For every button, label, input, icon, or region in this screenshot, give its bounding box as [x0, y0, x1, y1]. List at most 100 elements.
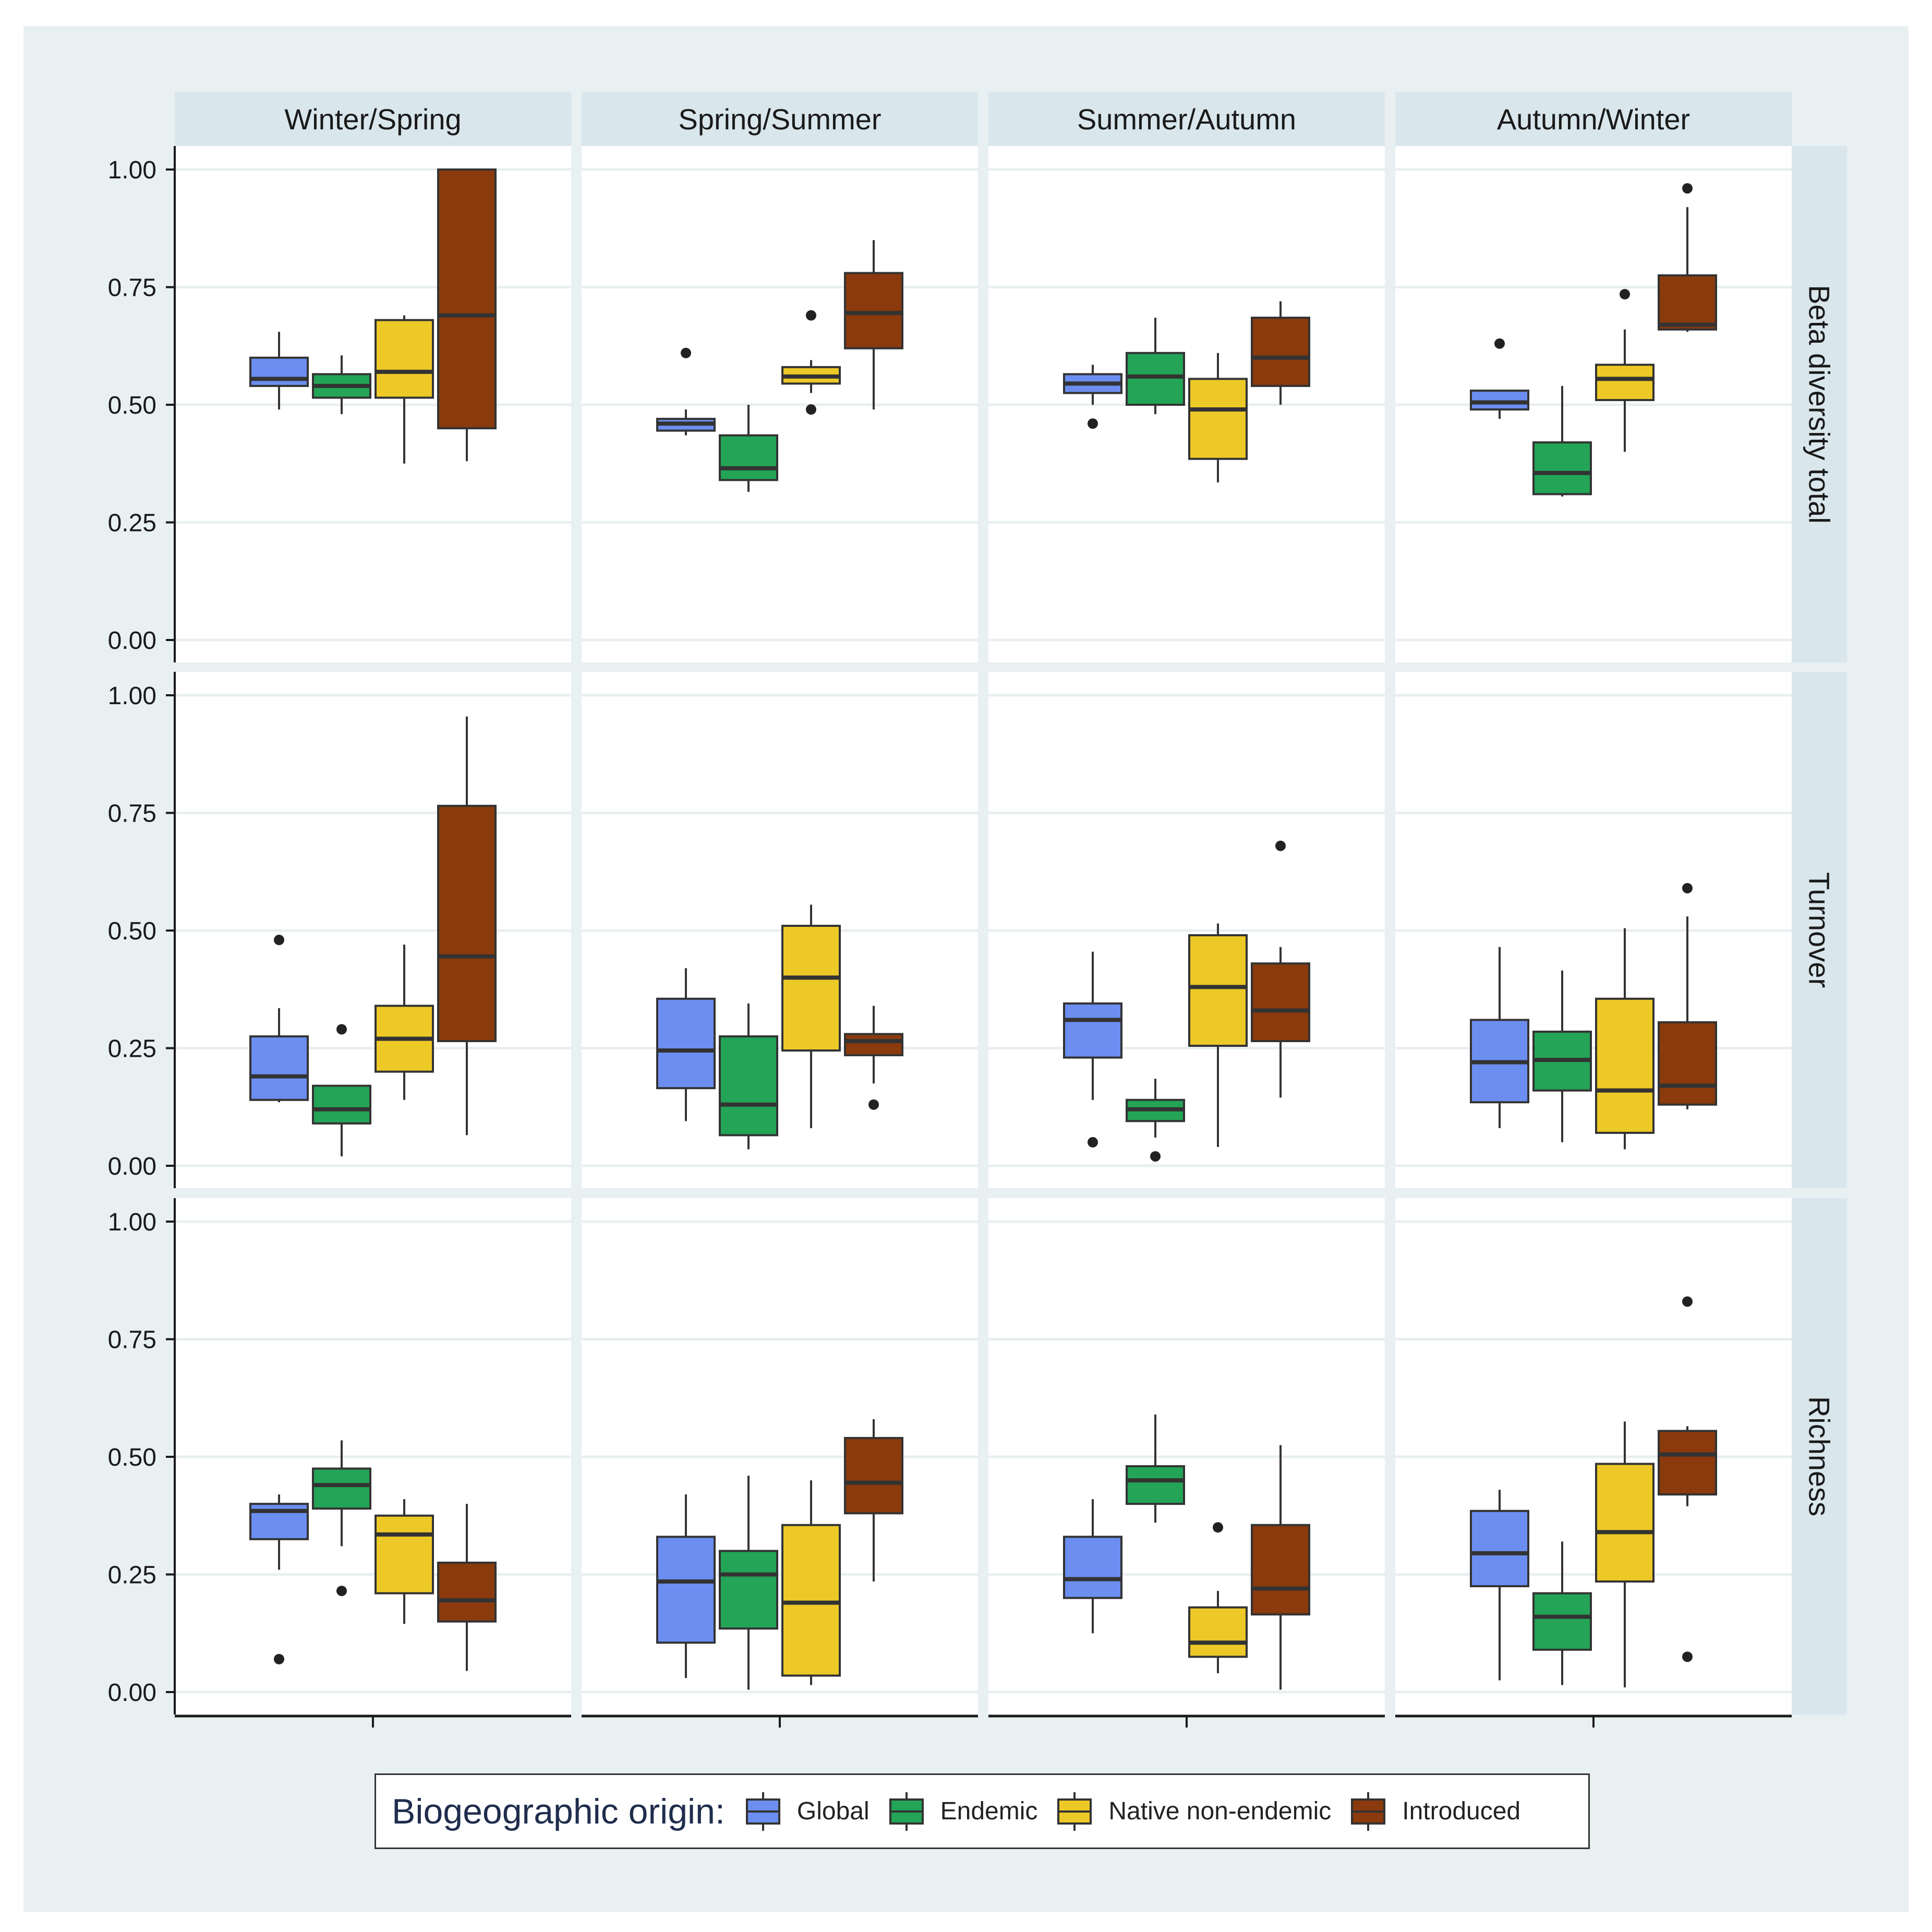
box-native-non-endemic: [375, 1514, 434, 1595]
box-global: [1470, 1510, 1529, 1588]
outlier-global: [274, 1653, 284, 1664]
legend-item-global: Global: [745, 1792, 870, 1831]
y-tick-label: 0.75: [108, 800, 156, 828]
outlier-native-non-endemic: [1213, 1522, 1223, 1533]
box-native-non-endemic: [1595, 1463, 1655, 1583]
outlier-introduced: [1275, 840, 1286, 851]
outlier-endemic: [336, 1024, 347, 1035]
facet-strip-beta-diversity-total: [1792, 146, 1847, 662]
facet-label-autumn-winter: Autumn/Winter: [1497, 103, 1690, 136]
outlier-global: [274, 935, 284, 946]
box-introduced: [1251, 962, 1310, 1042]
y-tick-label: 1.00: [108, 1209, 156, 1236]
legend-key-global: [745, 1792, 780, 1831]
box-endemic: [1532, 1592, 1592, 1651]
legend-item-endemic: Endemic: [889, 1792, 1038, 1831]
legend-key-introduced: [1351, 1792, 1386, 1831]
facet-strip-winter-spring: [175, 92, 571, 146]
box-introduced: [844, 272, 903, 349]
box-endemic: [1532, 441, 1592, 496]
facet-label-summer-autumn: Summer/Autumn: [1077, 103, 1296, 136]
outlier-introduced: [1682, 1296, 1693, 1307]
facet-label-beta-diversity-total: Beta diversity total: [1803, 285, 1836, 524]
facet-label-richness: Richness: [1803, 1396, 1836, 1516]
y-tick-label: 0.00: [108, 1153, 156, 1180]
y-tick-label: 0.75: [108, 274, 156, 302]
outlier-global: [1088, 418, 1098, 429]
y-tick-label: 0.75: [108, 1326, 156, 1354]
legend-label-global: Global: [796, 1797, 870, 1825]
facet-strip-richness: [1792, 1198, 1847, 1714]
legend-key-native-non-endemic: [1057, 1792, 1092, 1831]
y-tick-label: 0.50: [108, 917, 156, 945]
y-tick-label: 0.25: [108, 510, 156, 537]
box-introduced: [844, 1436, 903, 1515]
facet-strip-summer-autumn: [988, 92, 1385, 146]
box-endemic: [719, 434, 778, 481]
facet-strip-turnover: [1792, 672, 1847, 1188]
box-introduced: [844, 1033, 903, 1057]
y-tick-label: 0.25: [108, 1035, 156, 1063]
y-tick-label: 0.50: [108, 392, 156, 419]
outlier-introduced: [1682, 183, 1693, 194]
legend-label-native-non-endemic: Native non-endemic: [1108, 1797, 1332, 1825]
y-tick-label: 0.50: [108, 1444, 156, 1471]
outlier-introduced: [1682, 883, 1693, 893]
box-native-non-endemic: [781, 924, 841, 1052]
box-endemic: [719, 1035, 778, 1137]
box-global: [656, 997, 716, 1090]
box-introduced: [1658, 1430, 1717, 1496]
outlier-native-non-endemic: [806, 310, 816, 321]
box-introduced: [1658, 274, 1717, 331]
legend-key-endemic: [889, 1792, 924, 1831]
box-introduced: [437, 168, 497, 430]
outlier-native-non-endemic: [1620, 289, 1630, 300]
box-introduced: [1658, 1021, 1717, 1106]
box-native-non-endemic: [1188, 378, 1248, 460]
box-native-non-endemic: [1595, 997, 1655, 1134]
legend-title: Biogeographic origin:: [392, 1791, 725, 1831]
y-tick-label: 0.00: [108, 1679, 156, 1707]
box-global: [1470, 389, 1529, 411]
box-endemic: [1126, 352, 1185, 406]
outlier-global: [681, 347, 691, 358]
outlier-global: [1088, 1137, 1098, 1148]
box-global: [656, 1536, 716, 1644]
box-global: [249, 356, 309, 387]
outlier-introduced: [1682, 1651, 1693, 1662]
outlier-endemic: [1150, 1151, 1161, 1162]
box-endemic: [312, 1467, 371, 1510]
facet-label-winter-spring: Winter/Spring: [284, 103, 461, 136]
box-introduced: [437, 804, 497, 1042]
box-endemic: [312, 1084, 371, 1125]
outlier-endemic: [336, 1586, 347, 1597]
box-global: [249, 1035, 309, 1101]
box-native-non-endemic: [1188, 934, 1248, 1047]
box-introduced: [437, 1561, 497, 1623]
y-tick-label: 0.00: [108, 627, 156, 655]
box-endemic: [1126, 1465, 1185, 1505]
box-native-non-endemic: [1595, 364, 1655, 401]
legend-label-endemic: Endemic: [940, 1797, 1038, 1825]
outlier-native-non-endemic: [806, 404, 816, 415]
box-introduced: [1251, 1524, 1310, 1616]
outlier-global: [1494, 338, 1505, 349]
outlier-introduced: [868, 1099, 879, 1110]
legend: Biogeographic origin: Global Endemic Nat…: [375, 1773, 1590, 1849]
box-global: [1063, 1536, 1122, 1599]
box-native-non-endemic: [1188, 1606, 1248, 1658]
y-tick-label: 1.00: [108, 682, 156, 710]
box-native-non-endemic: [375, 319, 434, 399]
legend-item-native-non-endemic: Native non-endemic: [1057, 1792, 1332, 1831]
facet-label-turnover: Turnover: [1803, 872, 1836, 988]
facet-label-spring-summer: Spring/Summer: [678, 103, 881, 136]
box-introduced: [1251, 317, 1310, 387]
box-endemic: [719, 1550, 778, 1630]
y-tick-label: 1.00: [108, 156, 156, 184]
legend-item-introduced: Introduced: [1351, 1792, 1521, 1831]
box-global: [1063, 1002, 1122, 1059]
y-tick-label: 0.25: [108, 1562, 156, 1589]
legend-label-introduced: Introduced: [1402, 1797, 1521, 1825]
